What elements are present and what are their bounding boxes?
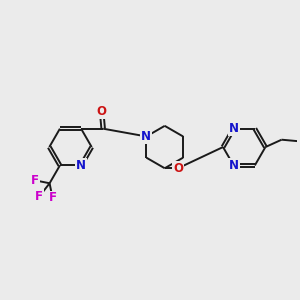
- Text: N: N: [141, 130, 152, 143]
- Text: F: F: [35, 190, 43, 203]
- Text: N: N: [229, 122, 238, 135]
- Text: O: O: [173, 162, 183, 175]
- Text: F: F: [31, 174, 39, 187]
- Text: N: N: [76, 159, 86, 172]
- Text: F: F: [49, 191, 56, 205]
- Text: N: N: [229, 159, 238, 172]
- Text: O: O: [97, 105, 107, 118]
